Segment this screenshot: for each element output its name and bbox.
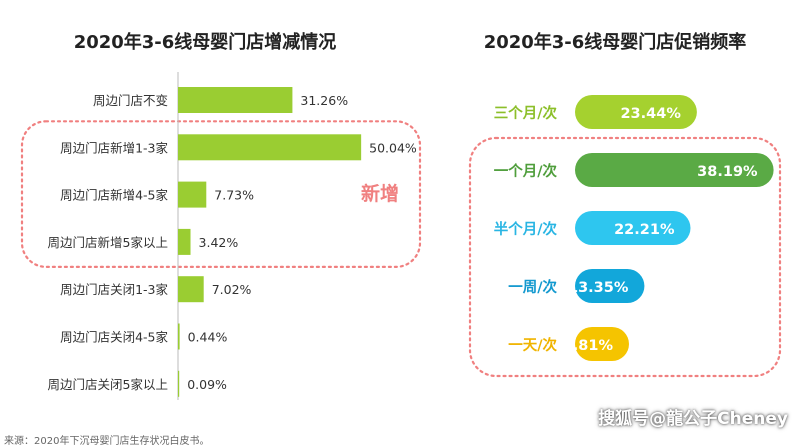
highlight-label: 新增	[361, 182, 399, 205]
right-category-label: 一个月/次	[494, 162, 558, 180]
left-value-label: 7.73%	[214, 188, 254, 203]
left-value-label: 0.44%	[188, 330, 228, 345]
left-bar	[178, 228, 191, 255]
left-value-label: 3.42%	[199, 235, 239, 250]
highlight-box	[20, 120, 422, 269]
left-bar	[178, 370, 180, 397]
left-value-label: 0.09%	[187, 377, 227, 392]
right-bar	[575, 211, 691, 245]
left-bar	[178, 134, 362, 161]
right-value-label: 13.35%	[568, 280, 629, 296]
right-value-label: 23.44%	[620, 106, 681, 122]
left-category-label: 周边门店新增5家以上	[48, 235, 168, 250]
left-value-label: 31.26%	[300, 93, 348, 108]
right-bar	[575, 327, 629, 361]
right-value-label: 2.81%	[563, 338, 614, 354]
left-bar	[178, 276, 204, 303]
right-bar	[575, 269, 645, 303]
left-category-label: 周边门店不变	[93, 93, 168, 108]
right-category-label: 半个月/次	[494, 220, 558, 238]
left-category-label: 周边门店关闭4-5家	[60, 330, 168, 345]
right-category-label: 三个月/次	[494, 104, 558, 122]
left-category-label: 周边门店新增1-3家	[60, 140, 168, 155]
left-bar	[178, 181, 207, 208]
left-value-label: 7.02%	[212, 282, 252, 297]
right-bar	[575, 153, 774, 187]
right-chart-title: 2020年3-6线母婴门店促销频率	[483, 32, 747, 53]
source-note: 来源：2020年下沉母婴门店生存状况白皮书。	[4, 436, 210, 447]
left-category-label: 周边门店关闭5家以上	[48, 377, 168, 392]
right-value-label: 38.19%	[697, 164, 758, 180]
left-chart-title: 2020年3-6线母婴门店增减情况	[73, 32, 337, 53]
left-category-label: 周边门店关闭1-3家	[60, 282, 168, 297]
watermark: 搜狐号@龍公子Cheney	[598, 409, 788, 429]
right-category-label: 一周/次	[508, 278, 557, 296]
left-bar	[178, 323, 180, 350]
left-category-label: 周边门店新增4-5家	[60, 188, 168, 203]
right-bar	[575, 95, 697, 129]
right-value-label: 22.21%	[614, 222, 675, 238]
left-value-label: 50.04%	[369, 140, 417, 155]
left-bar	[178, 87, 293, 113]
right-highlight-box	[468, 136, 782, 378]
right-category-label: 一天/次	[508, 336, 557, 354]
